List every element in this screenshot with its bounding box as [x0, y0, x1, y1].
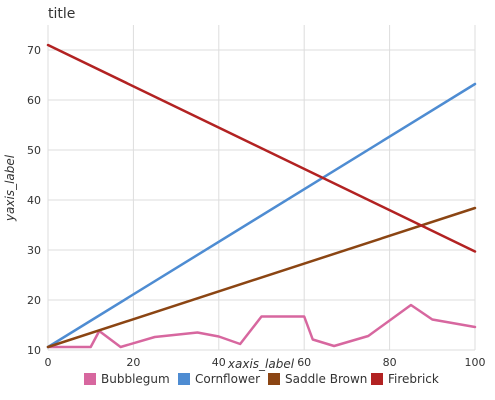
y-tick-label: 20 — [27, 294, 41, 307]
legend-label-cornflower: Cornflower — [195, 372, 260, 386]
x-tick-label: 20 — [126, 356, 140, 369]
legend-swatch-saddle-brown — [268, 373, 280, 385]
series-line-firebrick — [46, 43, 477, 253]
legend-label-bubblegum: Bubblegum — [101, 372, 170, 386]
legend-label-saddle-brown: Saddle Brown — [285, 372, 367, 386]
x-tick-label: 40 — [212, 356, 226, 369]
y-tick-label: 30 — [27, 244, 41, 257]
x-tick-label: 0 — [45, 356, 52, 369]
plot-area: 10 20 30 40 50 60 70 0 20 40 60 80 100 — [27, 25, 486, 369]
series-line-saddle-brown — [46, 206, 477, 349]
legend-swatch-firebrick — [371, 373, 383, 385]
series-line-bubblegum — [46, 303, 477, 349]
legend-swatch-bubblegum — [84, 373, 96, 385]
y-tick-label: 60 — [27, 94, 41, 107]
chart-title: title — [48, 6, 75, 22]
series-line-cornflower — [46, 82, 477, 349]
x-tick-label: 60 — [297, 356, 311, 369]
y-tick-label: 40 — [27, 194, 41, 207]
x-axis-label: xaxis_label — [227, 357, 295, 371]
plot-background — [48, 25, 475, 350]
legend-swatch-cornflower — [178, 373, 190, 385]
y-tick-label: 70 — [27, 44, 41, 57]
x-tick-label: 80 — [383, 356, 397, 369]
y-tick-label: 10 — [27, 344, 41, 357]
legend: Bubblegum Cornflower Saddle Brown Firebrick — [84, 372, 439, 386]
legend-label-firebrick: Firebrick — [388, 372, 439, 386]
x-tick-label: 100 — [465, 356, 486, 369]
y-axis-label: yaxis_label — [3, 154, 17, 222]
y-tick-label: 50 — [27, 144, 41, 157]
